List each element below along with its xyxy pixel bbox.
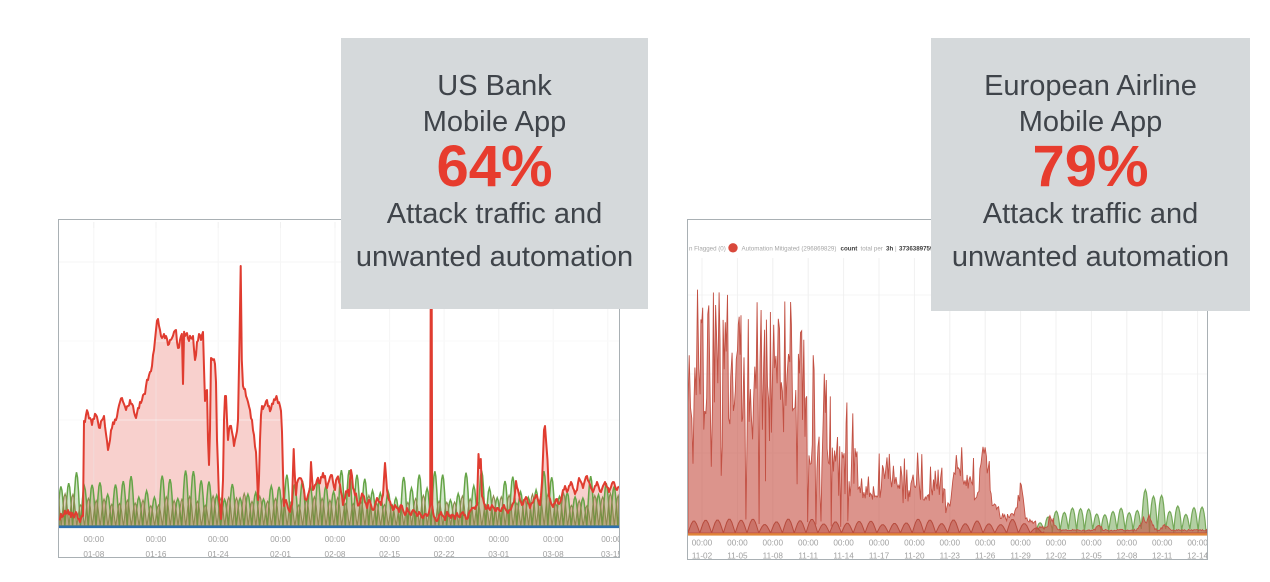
svg-text:12-14: 12-14 (1187, 552, 1207, 560)
svg-text:count: count (841, 245, 858, 252)
svg-text:11-23: 11-23 (940, 552, 961, 560)
svg-text:12-11: 12-11 (1152, 552, 1173, 560)
svg-text:3h: 3h (886, 245, 893, 252)
svg-text:00:00: 00:00 (84, 535, 105, 544)
svg-text:12-05: 12-05 (1081, 552, 1102, 560)
svg-text:00:00: 00:00 (798, 539, 819, 548)
svg-text:00:00: 00:00 (208, 535, 229, 544)
svg-text:00:00: 00:00 (379, 535, 400, 544)
svg-text:11-20: 11-20 (904, 552, 925, 560)
svg-text:00:00: 00:00 (940, 539, 961, 548)
svg-text:02-22: 02-22 (434, 550, 455, 557)
svg-text:00:00: 00:00 (833, 539, 854, 548)
svg-text:00:00: 00:00 (869, 539, 890, 548)
svg-text:11-29: 11-29 (1010, 552, 1031, 560)
svg-text:00:00: 00:00 (692, 539, 713, 548)
svg-text:11-05: 11-05 (727, 552, 748, 560)
svg-text:11-17: 11-17 (869, 552, 890, 560)
svg-text:01-24: 01-24 (208, 550, 229, 557)
svg-text:11-08: 11-08 (763, 552, 784, 560)
svg-text:00:00: 00:00 (1010, 539, 1031, 548)
svg-text:total per: total per (861, 245, 883, 252)
svg-text:00:00: 00:00 (543, 535, 564, 544)
svg-text:00:00: 00:00 (434, 535, 455, 544)
svg-text:00:00: 00:00 (904, 539, 925, 548)
svg-text:03-15: 03-15 (601, 550, 619, 557)
svg-text:02-01: 02-01 (270, 550, 291, 557)
svg-text:01-16: 01-16 (146, 550, 167, 557)
svg-text:12-08: 12-08 (1116, 552, 1137, 560)
svg-text:00:00: 00:00 (488, 535, 509, 544)
svg-text:12-02: 12-02 (1046, 552, 1067, 560)
svg-text:00:00: 00:00 (1152, 539, 1173, 548)
svg-text:11-14: 11-14 (833, 552, 854, 560)
svg-text:00:00: 00:00 (270, 535, 291, 544)
svg-text:02-08: 02-08 (325, 550, 346, 557)
svg-text:00:00: 00:00 (763, 539, 784, 548)
svg-text:00:00: 00:00 (1081, 539, 1102, 548)
svg-text:00:00: 00:00 (975, 539, 996, 548)
svg-text:11-11: 11-11 (798, 552, 818, 560)
svg-text:01-08: 01-08 (83, 550, 104, 557)
svg-text:00:00: 00:00 (1117, 539, 1138, 548)
svg-text:00:00: 00:00 (146, 535, 167, 544)
svg-text:11-02: 11-02 (692, 552, 713, 560)
svg-text:00:00: 00:00 (727, 539, 748, 548)
svg-text:02-15: 02-15 (379, 550, 400, 557)
svg-text:00:00: 00:00 (1187, 539, 1207, 548)
svg-text:03-01: 03-01 (488, 550, 509, 557)
svg-text:|: | (895, 245, 897, 252)
svg-text:00:00: 00:00 (601, 535, 619, 544)
svg-text:00:00: 00:00 (1046, 539, 1067, 548)
svg-text:Automation Mitigated (29686982: Automation Mitigated (296869829) (742, 245, 837, 252)
svg-text:00:00: 00:00 (325, 535, 346, 544)
svg-text:03-08: 03-08 (543, 550, 564, 557)
svg-text:373638975981: 373638975981 (899, 245, 941, 252)
svg-text:11-26: 11-26 (975, 552, 996, 560)
svg-text:n Flagged (0): n Flagged (0) (689, 245, 726, 252)
